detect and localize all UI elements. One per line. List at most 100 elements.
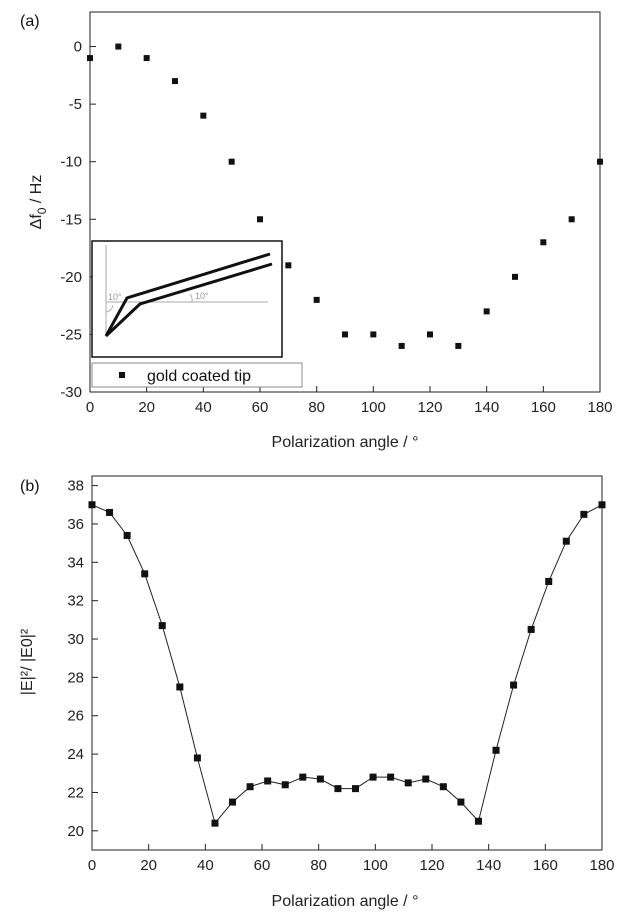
panel-b-data-point [545,577,553,585]
panel-a-x-tick-label: 80 [308,399,325,416]
panel-b-y-tick-label: 36 [67,516,84,533]
panel-b-data-point [141,570,149,578]
panel-b-x-tick-label: 80 [310,857,327,874]
panel-a-points [87,43,603,349]
panel-a-x-tick-label: 140 [474,399,499,416]
panel-b-y-tick-label: 30 [67,631,84,648]
panel-a-data-point [597,158,603,165]
panel-a-data-point [512,273,518,280]
panel-b-points [88,501,606,827]
inset-angle-arc-right [189,293,193,303]
panel-b-data-point [334,785,342,793]
panel-a-x-tick-label: 40 [195,399,212,416]
panel-b-x-tick-label: 160 [533,857,558,874]
panel-a-data-point [342,331,348,338]
panel-b-y-axis-title: |E|²/ |E0|² [19,628,36,695]
panel-b-data-point [229,798,237,806]
panel-b-x-tick-label: 140 [476,857,501,874]
panel-a-data-point [285,262,292,269]
panel-b-y-ticks: 20 22 24 26 28 30 32 34 36 38 [67,478,98,840]
panel-a-x-tick-label: 100 [361,399,386,416]
panel-b-data-point [158,622,166,630]
panel-b-data-point [123,531,131,539]
legend: gold coated tip [91,362,303,388]
panel-b-data-point [299,773,307,781]
panel-b-x-tick-label: 100 [363,857,388,874]
panel-a-data-point [427,331,433,338]
panel-a-data-point [370,331,377,338]
panel-b-y-tick-label: 38 [67,478,84,495]
panel-b-data-point [492,746,500,754]
panel-b-data-point [457,798,465,806]
legend-label: gold coated tip [147,368,251,385]
panel-a-x-tick-label: 180 [587,399,612,416]
panel-b-x-tick-label: 0 [88,857,96,874]
panel-b-data-point [562,537,570,545]
panel-b-y-tick-label: 34 [67,554,84,571]
inset-angle-arc-left [105,304,114,313]
panel-a-data-point [455,342,462,349]
panel-b-data-point [598,501,606,509]
panel-a-data-point [540,239,547,246]
panel-b-data-point [369,773,377,781]
panel-a-data-point [568,216,575,223]
panel-b-y-tick-label: 22 [67,784,84,801]
panel-a-data-point [257,216,263,223]
panel-a-data-point [143,55,150,62]
panel-b-data-point [422,775,430,783]
panel-a-y-tick-label: -20 [60,269,82,286]
panel-b-y-tick-label: 26 [67,708,84,725]
panel-b-data-point [510,681,518,689]
panel-a-data-point [313,296,320,303]
panel-b-data-point [474,817,482,825]
panel-b-data-point [176,683,184,691]
panel-b-x-tick-label: 40 [197,857,214,874]
panel-a-y-tick-label: -5 [69,96,82,113]
panel-a-data-point [483,308,490,315]
panel-b-data-point [387,773,395,781]
panel-b-data-point [580,510,588,518]
panel-b-frame [91,475,603,851]
panel-a-x-tick-label: 20 [138,399,155,416]
panel-b-data-point [439,783,447,791]
panel-a-data-point [115,43,122,50]
panel-a: (a) 0 -5 -10 -15 -20 -25 -30 0 20 40 60 80 100 120 14… [20,11,613,451]
panel-a-y-title-sub: 0 [35,207,49,214]
inset-tip-diagram: 10° 10° [91,240,283,358]
panel-a-y-tick-label: -10 [60,154,82,171]
panel-b-data-point [246,783,254,791]
panel-a-data-point [172,78,178,85]
panel-b-y-tick-label: 24 [67,746,84,763]
panel-a-x-axis-title: Polarization angle / ° [272,434,419,451]
panel-a-x-tick-label: 160 [531,399,556,416]
panel-b-y-tick-label: 32 [67,593,84,610]
panel-a-label: (a) [20,13,40,30]
panel-a-y-tick-label: -25 [60,326,82,343]
panel-b-data-point [88,501,96,509]
panel-a-y-title-main: Δf [28,214,45,230]
panel-a-y-tick-label: 0 [74,39,82,56]
panel-b-data-point [211,819,219,827]
panel-a-data-point [228,158,235,165]
panel-b-data-point [404,779,412,787]
panel-b-data-point [193,754,201,762]
panel-a-y-ticks: 0 -5 -10 -15 -20 -25 -30 [60,39,96,401]
panel-b-data-point [527,625,535,633]
panel-a-frame [89,11,601,393]
panel-a-data-point [200,112,207,119]
panel-a-y-axis-title: Δf0 / Hz [28,175,49,230]
panel-a-x-tick-label: 60 [252,399,269,416]
panel-a-x-tick-label: 0 [86,399,94,416]
panel-b-x-axis-title: Polarization angle / ° [272,893,419,910]
panel-a-x-ticks: 0 20 40 60 80 100 120 140 160 180 [86,386,613,416]
panel-b-x-ticks: 0 20 40 60 80 100 120 140 160 180 [88,844,615,874]
inset-tip-outline-upper [104,252,271,337]
panel-a-x-tick-label: 120 [417,399,442,416]
panel-a-y-title-unit: / Hz [28,175,45,208]
panel-a-data-point [398,342,405,349]
panel-b-x-tick-label: 180 [589,857,614,874]
inset-tip-outline-lower [104,262,273,338]
panel-b-x-tick-label: 60 [254,857,271,874]
